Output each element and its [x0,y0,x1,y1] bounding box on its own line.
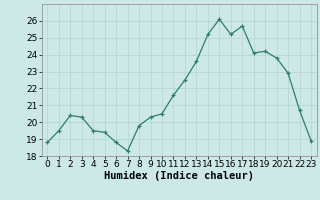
X-axis label: Humidex (Indice chaleur): Humidex (Indice chaleur) [104,171,254,181]
